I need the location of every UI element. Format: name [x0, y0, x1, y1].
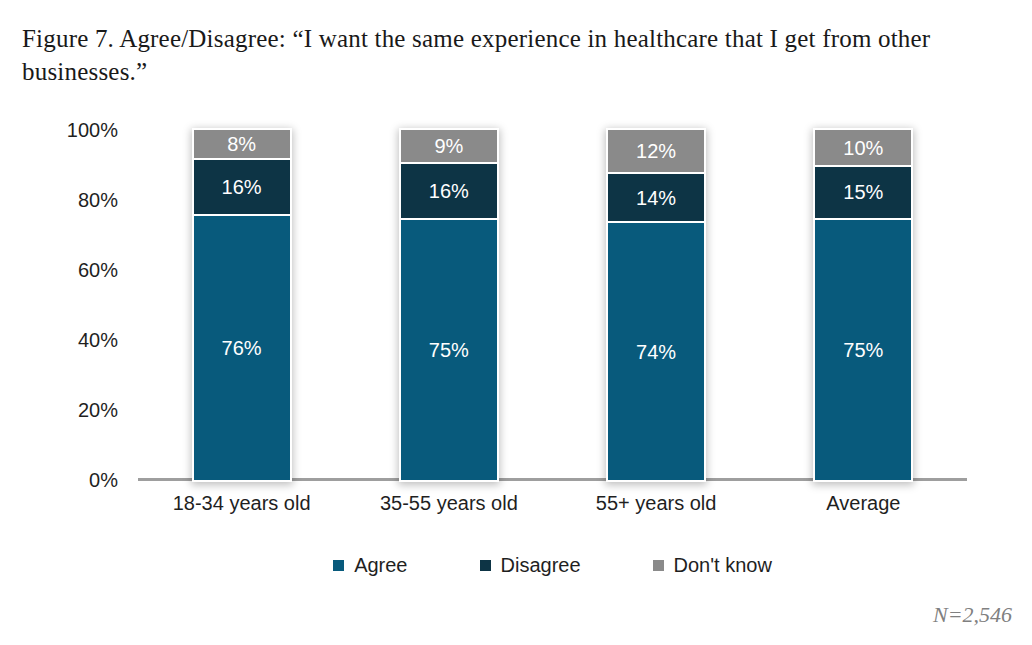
segment-value-label: 8%: [227, 134, 256, 154]
segment-value-label: 75%: [429, 340, 469, 360]
legend-item-don-t-know: Don't know: [653, 554, 772, 577]
x-axis-category-label: 18-34 years old: [132, 492, 352, 515]
segment-value-label: 10%: [843, 138, 883, 158]
legend-swatch-icon: [333, 560, 344, 571]
stacked-bar-18-34-years-old: 8% 16% 76%: [194, 130, 290, 480]
bar-segment-agree: 76%: [194, 214, 290, 480]
bar-segment-agree: 75%: [401, 218, 497, 481]
segment-value-label: 14%: [636, 188, 676, 208]
bar-segment-disagree: 14%: [608, 172, 704, 221]
y-axis-tick-label: 40%: [36, 328, 118, 352]
legend-label: Don't know: [674, 554, 772, 577]
sample-size-note: N=2,546: [933, 602, 1012, 628]
stacked-bar-55-years-old: 12% 14% 74%: [608, 130, 704, 480]
bar-segment-disagree: 15%: [815, 165, 911, 218]
segment-value-label: 9%: [434, 136, 463, 156]
chart-title: Figure 7. Agree/Disagree: “I want the sa…: [22, 22, 974, 88]
legend-item-disagree: Disagree: [480, 554, 581, 577]
segment-value-label: 12%: [636, 141, 676, 161]
bar-segment-don-t-know: 12%: [608, 130, 704, 172]
bar-segment-don-t-know: 9%: [401, 130, 497, 162]
segment-value-label: 74%: [636, 342, 676, 362]
legend-swatch-icon: [653, 560, 664, 571]
legend-label: Agree: [354, 554, 407, 577]
bar-segment-agree: 74%: [608, 221, 704, 480]
bar-segment-disagree: 16%: [194, 158, 290, 214]
segment-value-label: 15%: [843, 182, 883, 202]
bar-segment-agree: 75%: [815, 218, 911, 481]
x-axis-category-label: 55+ years old: [546, 492, 766, 515]
segment-value-label: 75%: [843, 340, 883, 360]
bar-segment-don-t-know: 8%: [194, 130, 290, 158]
bar-segment-disagree: 16%: [401, 162, 497, 218]
y-axis-tick-label: 0%: [36, 468, 118, 492]
segment-value-label: 16%: [222, 177, 262, 197]
legend-item-agree: Agree: [333, 554, 407, 577]
x-axis-category-label: Average: [753, 492, 973, 515]
x-axis-category-label: 35-55 years old: [339, 492, 559, 515]
y-axis-tick-label: 100%: [36, 118, 118, 142]
segment-value-label: 16%: [429, 181, 469, 201]
stacked-bar-average: 10% 15% 75%: [815, 130, 911, 480]
stacked-bar-35-55-years-old: 9% 16% 75%: [401, 130, 497, 480]
legend-swatch-icon: [480, 560, 491, 571]
y-axis-tick-label: 80%: [36, 188, 118, 212]
y-axis-tick-label: 60%: [36, 258, 118, 282]
chart-legend: Agree Disagree Don't know: [138, 554, 967, 577]
figure-7-chart: Figure 7. Agree/Disagree: “I want the sa…: [0, 0, 1032, 645]
segment-value-label: 76%: [222, 338, 262, 358]
y-axis-tick-label: 20%: [36, 398, 118, 422]
bar-segment-don-t-know: 10%: [815, 130, 911, 165]
legend-label: Disagree: [501, 554, 581, 577]
